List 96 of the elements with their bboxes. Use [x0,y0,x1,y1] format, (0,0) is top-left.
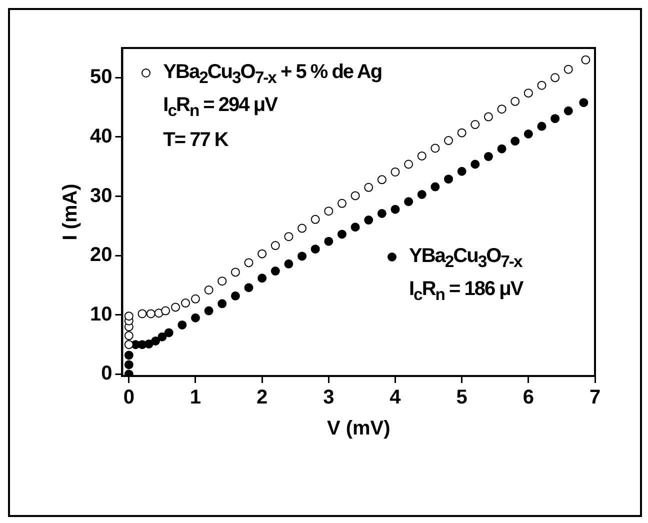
y-tick-label: 20 [90,244,112,266]
point [218,276,227,286]
point [337,230,346,239]
point [298,252,307,261]
x-tick-label: 7 [589,386,601,409]
point [457,128,466,138]
point [178,320,187,330]
point [244,258,254,268]
point [377,208,386,218]
point [444,174,454,184]
point [158,332,167,342]
point [204,306,214,316]
x-tick-label: 6 [522,386,534,409]
x-tick-label: 0 [123,386,134,409]
point [124,340,134,350]
point [284,259,294,268]
point [258,249,267,258]
x-tick-label: 2 [256,386,268,409]
point [537,80,546,90]
point [377,175,386,184]
point [404,197,414,206]
point [550,114,560,124]
x-tick-label: 5 [456,386,468,409]
point [270,266,280,276]
point [484,152,493,162]
point [324,236,334,246]
y-axis-title: I (mA) [60,184,82,240]
point [190,294,200,304]
point [457,166,466,176]
point [497,104,506,114]
point [230,291,240,300]
point [417,190,426,200]
point [564,64,573,74]
point [430,144,440,153]
point [146,309,156,318]
point [350,222,360,232]
point [171,302,180,312]
point [524,88,533,98]
point [270,241,280,250]
point [497,144,506,154]
legend-label: YBa$_{2}$Cu$_{3}$O$_{7-x}$ [408,244,522,271]
point [470,120,480,130]
point [510,96,520,106]
point [444,136,454,146]
y-tick-label: 30 [90,184,112,207]
point [144,339,154,348]
point [417,151,426,160]
point [510,136,520,146]
x-tick-label: 4 [390,386,402,409]
x-tick-label: 1 [190,386,202,409]
point [124,331,134,340]
point [579,98,588,108]
point [298,224,307,233]
point [404,160,414,169]
point [310,244,320,254]
point [258,274,267,283]
point [161,306,170,316]
point [190,313,200,322]
point [364,182,374,192]
point [350,191,360,200]
point [284,232,294,242]
annotation: I$_{c}$R$_{n}$ = 186 μV [408,278,523,305]
point [337,198,346,208]
point [430,182,440,192]
point [310,214,320,224]
point [124,350,134,360]
y-tick-label: 50 [90,66,112,88]
point [230,268,240,277]
point [164,328,174,338]
point [484,112,493,122]
point [324,206,334,216]
point [244,283,254,292]
y-tick-label: 0 [101,362,112,385]
point [581,55,590,64]
point [537,122,546,131]
x-axis-title: V (mV) [326,418,390,440]
point [124,312,134,321]
point [124,360,134,370]
y-tick-label: 40 [90,125,112,148]
x-tick-label: 3 [323,386,334,409]
point [138,309,147,318]
annotation: I$_{c}$R$_{n}$ = 294 μV [163,94,278,122]
legend-label: YBa$_{2}$Cu$_{3}$O$_{7-x}$ + 5 % de Ag [163,61,382,88]
point [390,167,400,176]
point [218,299,227,308]
point [564,106,573,116]
point [181,298,190,308]
point [524,130,533,139]
point [550,73,560,82]
point [364,216,374,225]
point [204,285,214,294]
annotation: T= 77 K [163,129,230,152]
point [470,160,480,169]
y-tick-label: 10 [90,303,112,326]
point [390,204,400,214]
point [151,336,160,346]
